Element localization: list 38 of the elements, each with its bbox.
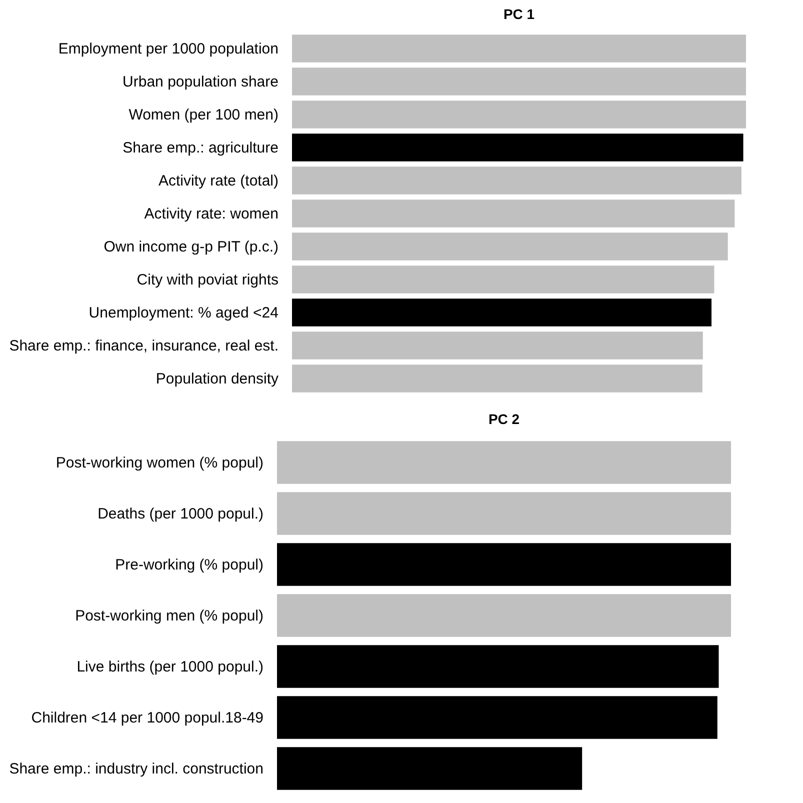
bar: [292, 364, 702, 392]
y-tick-label: Share emp.: industry incl. construction: [9, 760, 264, 778]
bar: [277, 492, 731, 535]
bar: [292, 100, 746, 128]
bar: [292, 232, 728, 260]
y-tick-label: Deaths (per 1000 popul.): [98, 506, 264, 522]
y-tick-label: Pre-working (% popul): [115, 556, 264, 574]
bar: [277, 543, 731, 586]
bar: [277, 747, 582, 790]
y-tick-label: Employment per 1000 population: [58, 40, 278, 58]
y-tick-label: Own income g-p PIT (p.c.): [104, 238, 278, 256]
bar: [277, 594, 731, 637]
bar: [292, 266, 714, 294]
bar: [292, 332, 703, 360]
y-tick-label: Women (per 100 men): [128, 106, 278, 124]
y-tick-label: Live births (per 1000 popul.): [76, 658, 264, 676]
chart-title: PC 2: [488, 411, 520, 427]
y-tick-label: City with poviat rights: [136, 272, 278, 288]
y-tick-label: Share emp.: agriculture: [122, 140, 278, 156]
bar: [292, 166, 742, 194]
y-tick-label: Post-working women (% popul): [56, 454, 264, 472]
bar: [292, 298, 712, 326]
bar: [292, 68, 746, 96]
bar: [292, 34, 746, 62]
y-tick-label: Activity rate: women: [144, 206, 278, 222]
bar: [292, 200, 735, 228]
bar: [292, 134, 744, 162]
y-tick-label: Share emp.: finance, insurance, real est.: [9, 338, 278, 354]
y-tick-label: Post-working men (% popul): [75, 608, 264, 624]
chart-title: PC 1: [503, 6, 535, 22]
y-tick-label: Unemployment: % aged <24: [88, 304, 278, 322]
bar: [277, 696, 718, 739]
y-tick-label: Activity rate (total): [158, 172, 279, 190]
y-tick-label: Urban population share: [122, 74, 278, 90]
bar: [277, 441, 731, 484]
y-tick-label: Population density: [156, 370, 279, 388]
bar: [277, 645, 719, 688]
y-tick-label: Children <14 per 1000 popul.18-49: [31, 710, 264, 726]
